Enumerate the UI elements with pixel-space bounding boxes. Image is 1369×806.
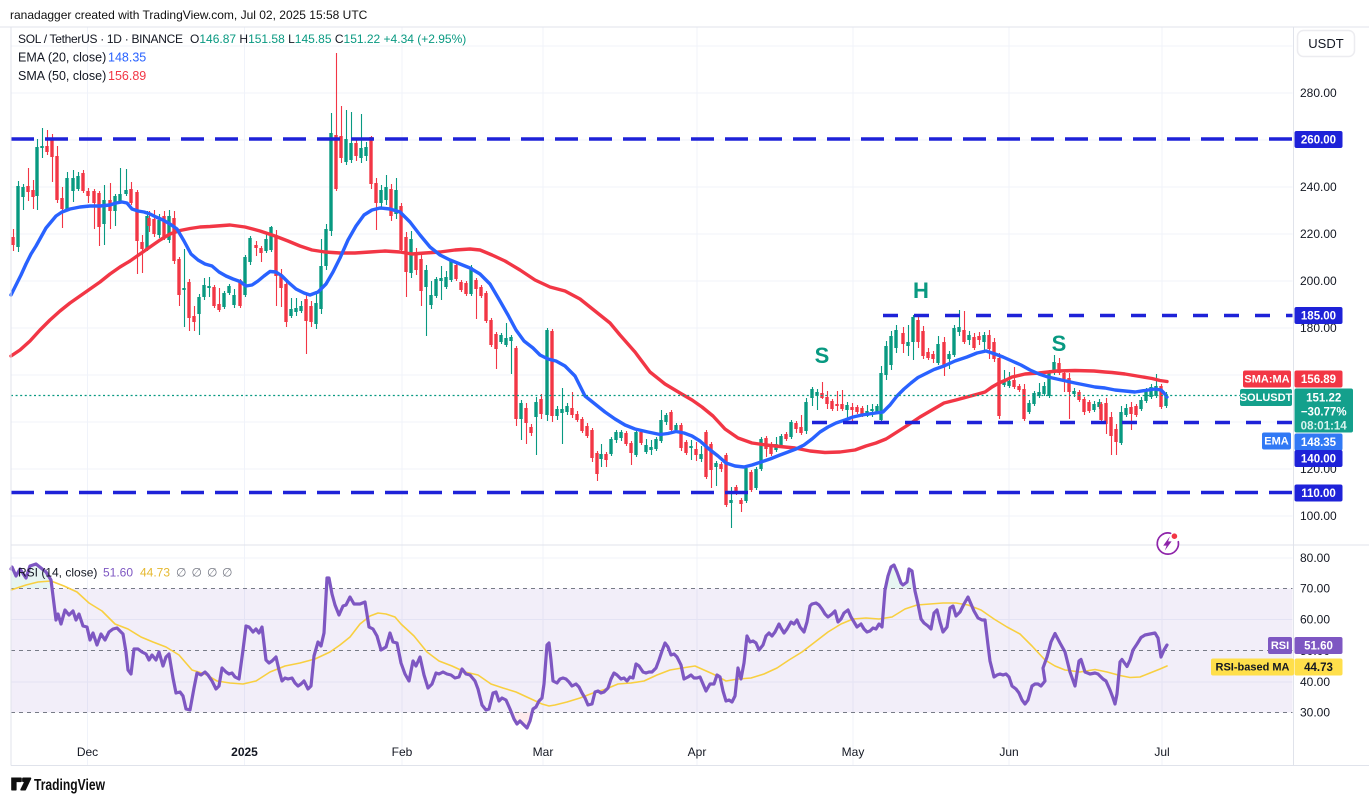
svg-text:80.00: 80.00 <box>1300 551 1330 565</box>
svg-text:30.00: 30.00 <box>1300 706 1330 720</box>
svg-text:220.00: 220.00 <box>1300 227 1337 241</box>
svg-text:RSI-based MA: RSI-based MA <box>1216 662 1290 674</box>
svg-text:Apr: Apr <box>688 745 707 759</box>
svg-text:44.73: 44.73 <box>1304 662 1333 674</box>
svg-text:Jul: Jul <box>1154 745 1169 759</box>
svg-text:60.00: 60.00 <box>1300 613 1330 627</box>
svg-text:O146.87 H151.58 L145.85 C151.2: O146.87 H151.58 L145.85 C151.22 +4.34 (+… <box>190 32 466 46</box>
svg-text:S: S <box>1052 331 1067 356</box>
svg-text:280.00: 280.00 <box>1300 86 1337 100</box>
svg-text:Feb: Feb <box>392 745 413 759</box>
svg-text:180.00: 180.00 <box>1300 321 1337 335</box>
svg-text:40.00: 40.00 <box>1300 675 1330 689</box>
svg-text:156.89: 156.89 <box>1301 374 1336 386</box>
svg-text:2025: 2025 <box>231 745 258 759</box>
svg-text:140.00: 140.00 <box>1301 454 1336 466</box>
svg-text:08:01:14: 08:01:14 <box>1301 421 1348 433</box>
svg-text:ranadagger created with Tradin: ranadagger created with TradingView.com,… <box>10 8 368 22</box>
svg-text:200.00: 200.00 <box>1300 274 1337 288</box>
svg-text:SMA:MA: SMA:MA <box>1244 374 1289 386</box>
svg-text:RSI (14, close) 51.60 44.73∅∅∅: RSI (14, close) 51.60 44.73 ∅ ∅ ∅ ∅ <box>18 566 232 580</box>
svg-text:May: May <box>842 745 865 759</box>
svg-text:H: H <box>913 278 929 303</box>
svg-text:SMA (50, close) 156.89: SMA (50, close) 156.89 <box>18 69 146 83</box>
svg-text:Jun: Jun <box>999 745 1018 759</box>
svg-text:148.35: 148.35 <box>1301 437 1337 449</box>
svg-text:SOLUSDT: SOLUSDT <box>1240 392 1293 404</box>
svg-text:SOL / TetherUS · 1D · BINANCE: SOL / TetherUS · 1D · BINANCE <box>18 32 183 46</box>
svg-text:100.00: 100.00 <box>1300 509 1337 523</box>
svg-text:Dec: Dec <box>77 745 98 759</box>
svg-text:260.00: 260.00 <box>1301 135 1336 147</box>
svg-text:151.22: 151.22 <box>1306 393 1341 405</box>
svg-text:51.60: 51.60 <box>1304 641 1333 653</box>
svg-text:RSI: RSI <box>1271 640 1289 652</box>
svg-text:110.00: 110.00 <box>1301 488 1336 500</box>
svg-text:TradingView: TradingView <box>34 777 106 794</box>
svg-text:Mar: Mar <box>533 745 554 759</box>
svg-text:185.00: 185.00 <box>1301 311 1336 323</box>
svg-text:240.00: 240.00 <box>1300 180 1337 194</box>
svg-text:EMA (20, close) 148.35: EMA (20, close) 148.35 <box>18 51 146 65</box>
svg-text:USDT: USDT <box>1308 36 1343 51</box>
svg-text:−30.77%: −30.77% <box>1301 407 1347 419</box>
svg-text:70.00: 70.00 <box>1300 582 1330 596</box>
svg-text:EMA: EMA <box>1264 436 1289 448</box>
svg-text:S: S <box>815 343 830 368</box>
